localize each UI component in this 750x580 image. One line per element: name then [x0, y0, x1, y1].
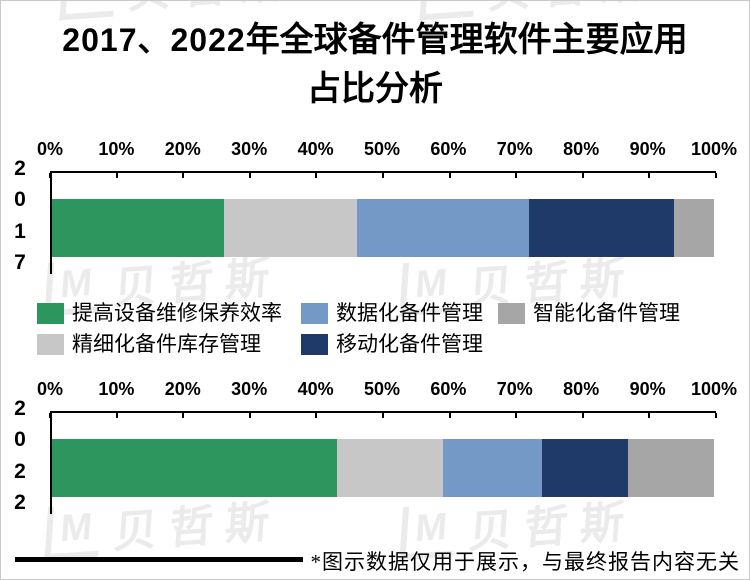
x-axis-tick-label: 60%: [430, 139, 467, 159]
bar-segment-dark_blue: [541, 439, 628, 497]
y-axis-label-char: 2: [14, 157, 26, 180]
stacked-bar-chart-2022: 0% 10% 20% 30% 40% 50% 60% 70% 80% 90% 100% 2 0 2 2: [1, 379, 749, 519]
legend-item: 精细化备件库存管理: [37, 333, 261, 355]
x-axis-tick-label: 20%: [164, 379, 201, 399]
axis-tick: [115, 173, 118, 178]
legend-label: 智能化备件管理: [533, 301, 680, 325]
x-axis-tick-label: 70%: [496, 379, 533, 399]
x-axis-tick-label: 100%: [690, 139, 738, 159]
legend-swatch: [301, 302, 328, 324]
legend-item: 提高设备维修保养效率: [37, 302, 282, 324]
title-line-1: 2017、2022年全球备件管理软件主要应用: [1, 14, 749, 67]
title-text: 年全球备件管理软件主要应用: [245, 22, 688, 59]
y-axis-label-char: 2: [14, 397, 26, 420]
axis-tick: [315, 173, 318, 178]
stacked-bar-chart-2017: 0% 10% 20% 30% 40% 50% 60% 70% 80% 90% 100% 2 0 1 7: [1, 139, 749, 279]
x-axis-tick-labels: 0% 10% 20% 30% 40% 50% 60% 70% 80% 90% 100%: [37, 379, 737, 399]
axis-tick: [581, 173, 584, 178]
title-line-2: 占比分析: [307, 71, 443, 108]
x-axis-tick-label: 30%: [231, 139, 268, 159]
bar-segment-gray: [627, 439, 714, 497]
legend-label: 提高设备维修保养效率: [72, 301, 282, 325]
x-axis-tick-label: 10%: [98, 139, 135, 159]
x-axis-tick-label: 20%: [164, 139, 201, 159]
y-axis-line: [50, 171, 52, 274]
legend-label: 数据化备件管理: [336, 301, 483, 325]
axis-tick: [515, 413, 518, 418]
x-axis-tick-label: 40%: [297, 379, 334, 399]
x-axis-tick-label: 0%: [36, 379, 64, 399]
legend-item: 智能化备件管理: [498, 302, 680, 324]
y-axis-label-char: 2: [14, 459, 26, 483]
axis-tick: [182, 413, 185, 418]
axis-tick: [581, 413, 584, 418]
x-axis-tick-label: 50%: [363, 379, 401, 399]
x-axis-tick-label: 70%: [496, 139, 533, 159]
y-axis-label-char: 1: [14, 219, 26, 243]
bar-segment-light_blue: [356, 199, 529, 257]
stacked-bar: [52, 439, 714, 497]
stacked-bar: [52, 199, 714, 257]
legend-swatch: [301, 333, 328, 355]
x-axis-tick-label: 40%: [297, 139, 334, 159]
bar-segment-dark_blue: [528, 199, 675, 257]
footer-divider-line: [15, 557, 303, 562]
axis-tick: [182, 173, 185, 178]
x-axis-tick-label: 80%: [563, 139, 600, 159]
y-axis-label-char: 7: [14, 250, 26, 274]
axis-tick: [382, 413, 384, 418]
y-axis-label-char: 2: [14, 490, 26, 514]
axis-tick: [648, 413, 651, 418]
legend-swatch: [498, 302, 525, 324]
axis-tick: [115, 413, 118, 418]
axis-tick: [382, 173, 384, 178]
axis-tick: [248, 413, 251, 418]
bar-segment-light_blue: [442, 439, 542, 497]
bar-segment-green: [52, 439, 337, 497]
x-axis-tick-label: 10%: [98, 379, 135, 399]
axis-tick: [448, 413, 451, 418]
axis-tick: [515, 173, 518, 178]
x-axis-tick-label: 60%: [430, 379, 467, 399]
legend: 提高设备维修保养效率 数据化备件管理 智能化备件管理精细化备件库存管理 移动化备件管理: [1, 302, 749, 364]
x-axis-tick-label: 0%: [36, 139, 64, 159]
x-axis-line: [49, 411, 717, 418]
x-axis-line: [49, 171, 717, 178]
axis-tick: [315, 413, 318, 418]
legend-item: 移动化备件管理: [301, 333, 483, 355]
x-axis-tick-label: 50%: [363, 139, 401, 159]
title-years: 2017、2022: [62, 22, 246, 58]
x-axis-tick-label: 90%: [629, 139, 666, 159]
y-axis-label-char: 0: [14, 188, 26, 212]
page-title: 2017、2022年全球备件管理软件主要应用 占比分析: [1, 14, 749, 113]
axis-tick: [715, 413, 717, 418]
x-axis-tick-label: 30%: [231, 379, 268, 399]
x-axis-tick-label: 100%: [690, 379, 738, 399]
bar-segment-light_gray: [336, 439, 443, 497]
axis-tick: [715, 173, 717, 178]
x-axis-tick-label: 90%: [629, 379, 666, 399]
y-axis-line: [50, 411, 52, 514]
bar-segment-green: [52, 199, 225, 257]
legend-label: 精细化备件库存管理: [72, 332, 261, 356]
axis-tick: [448, 173, 451, 178]
bar-segment-gray: [674, 199, 714, 257]
legend-swatch: [37, 333, 64, 355]
legend-swatch: [37, 302, 64, 324]
x-axis-tick-labels: 0% 10% 20% 30% 40% 50% 60% 70% 80% 90% 100%: [37, 139, 737, 159]
axis-tick: [248, 173, 251, 178]
legend-label: 移动化备件管理: [336, 332, 483, 356]
x-axis-tick-label: 80%: [563, 379, 600, 399]
bar-segment-light_gray: [224, 199, 357, 257]
legend-item: 数据化备件管理: [301, 302, 483, 324]
axis-tick: [648, 173, 651, 178]
y-axis-label-char: 0: [14, 428, 26, 452]
footnote-text: *图示数据仅用于展示，与最终报告内容无关: [310, 550, 740, 574]
